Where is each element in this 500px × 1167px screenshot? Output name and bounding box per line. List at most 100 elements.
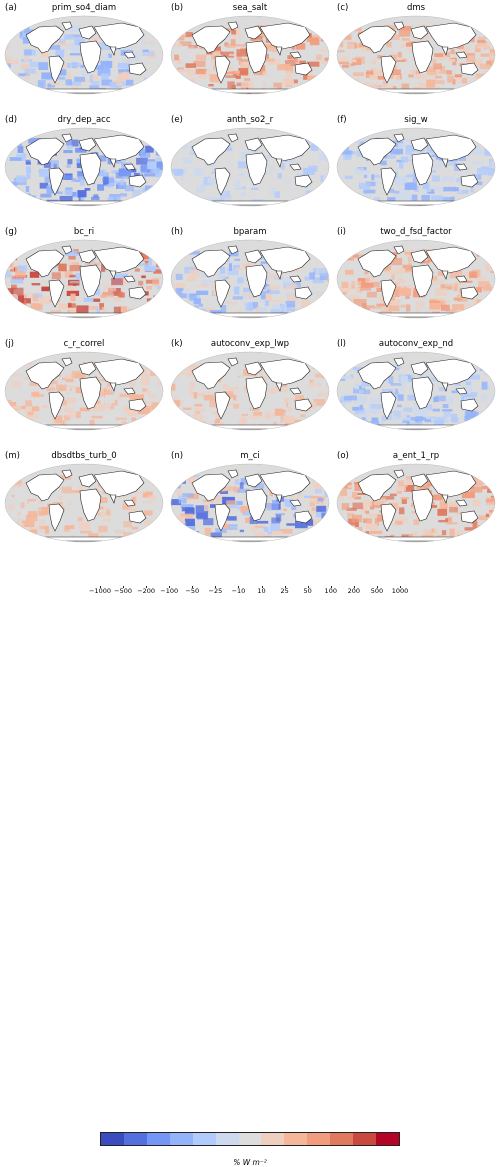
field-cell: [71, 490, 82, 493]
field-cell: [272, 50, 283, 53]
field-cell: [358, 526, 363, 532]
field-cell: [5, 141, 18, 146]
field-cell: [177, 489, 183, 496]
field-cell: [283, 304, 296, 312]
colorbar-tick-label: 100: [324, 587, 337, 595]
field-cell: [8, 306, 14, 314]
field-cell: [402, 418, 410, 427]
field-cell: [235, 267, 244, 271]
field-cell: [38, 296, 50, 304]
field-cell: [321, 182, 329, 190]
map-panel: (k) autoconv_exp_lwp: [167, 336, 333, 448]
field-cell: [18, 530, 25, 534]
field-cell: [96, 376, 101, 383]
continent: [78, 249, 97, 264]
continent: [425, 134, 477, 162]
field-cell: [409, 272, 416, 275]
continent: [93, 22, 145, 50]
field-cell: [144, 185, 155, 191]
field-cell: [405, 293, 410, 299]
field-cell: [208, 84, 214, 87]
field-cell: [281, 163, 285, 170]
colorbar-cell: [284, 1133, 308, 1145]
continent: [275, 270, 283, 280]
field-cell: [273, 421, 277, 428]
field-cell: [434, 419, 444, 428]
field-cell: [63, 497, 75, 500]
field-cell: [21, 520, 35, 528]
continent: [199, 536, 301, 542]
field-cell: [385, 265, 392, 270]
field-cell: [68, 25, 81, 32]
field-cell: [171, 400, 181, 407]
continent: [425, 22, 477, 50]
field-cell: [91, 196, 100, 200]
field-cell: [353, 167, 364, 175]
field-cell: [447, 75, 454, 83]
field-cell: [461, 491, 475, 499]
field-cell: [365, 510, 370, 514]
colorbar-tick: [284, 586, 286, 588]
field-cell: [101, 73, 109, 80]
field-cell: [490, 519, 495, 523]
field-cell: [450, 49, 455, 54]
field-cell: [31, 392, 40, 397]
field-cell: [65, 379, 74, 383]
field-cell: [156, 156, 163, 165]
field-cell: [127, 87, 134, 92]
field-cell: [198, 537, 203, 542]
field-cell: [258, 367, 264, 374]
field-cell: [68, 302, 72, 308]
continent: [109, 46, 117, 56]
field-cell: [141, 377, 150, 386]
field-cell: [466, 385, 473, 393]
continent: [25, 249, 65, 278]
field-cell: [142, 491, 153, 498]
field-cell: [488, 530, 495, 535]
map-panel: (o) a_ent_1_rp: [333, 448, 499, 560]
panel-title: bparam: [233, 227, 267, 237]
field-cell: [130, 533, 137, 540]
field-cell: [362, 90, 372, 94]
field-cell: [68, 81, 81, 86]
field-cell: [44, 402, 53, 406]
field-cell: [251, 525, 258, 532]
field-cell: [264, 260, 268, 268]
field-cell: [397, 268, 406, 273]
field-cell: [400, 156, 409, 163]
map-panel: (e) anth_so2_r: [167, 112, 333, 224]
field-cell: [211, 52, 221, 60]
continent: [48, 391, 65, 420]
field-cell: [485, 513, 490, 518]
panel-title: sig_w: [404, 115, 428, 125]
field-cell: [404, 182, 417, 190]
continent: [455, 51, 468, 59]
field-cell: [226, 486, 237, 492]
field-cell: [402, 264, 412, 271]
field-cell: [248, 149, 260, 155]
field-cell: [242, 263, 252, 268]
field-cell: [178, 494, 183, 500]
field-cell: [64, 270, 73, 278]
colorbar-tick: [353, 586, 355, 588]
continent: [33, 88, 135, 94]
panel-label: (i): [337, 227, 346, 237]
field-cell: [306, 37, 318, 42]
field-cell: [285, 301, 296, 308]
field-cell: [352, 492, 358, 498]
field-cell: [154, 384, 163, 388]
field-cell: [54, 415, 63, 424]
field-cell: [239, 61, 249, 69]
field-cell: [488, 418, 495, 422]
field-cell: [262, 58, 275, 62]
field-cell: [174, 25, 184, 28]
field-cell: [451, 176, 456, 182]
field-cell: [352, 72, 364, 77]
field-cell: [489, 160, 495, 168]
field-cell: [76, 532, 81, 536]
field-cell: [320, 249, 329, 256]
continent: [33, 312, 135, 318]
field-cell: [418, 82, 431, 90]
field-cell: [325, 380, 329, 388]
panel-label: (a): [5, 3, 17, 13]
